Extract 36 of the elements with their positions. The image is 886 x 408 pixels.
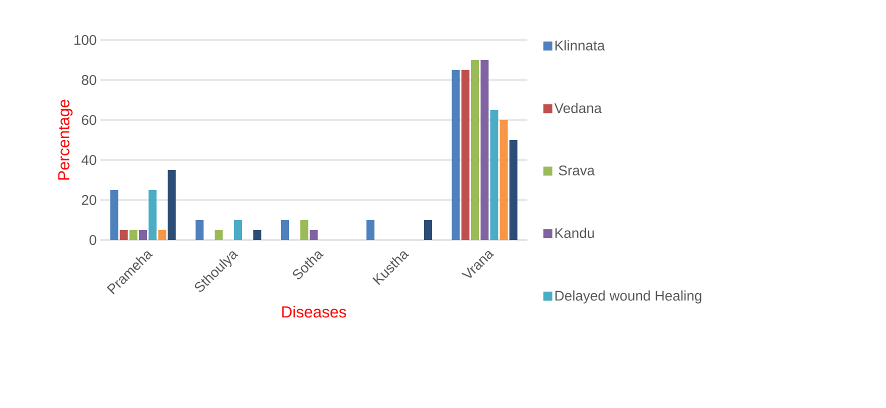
legend-label: Delayed wound Healing (555, 290, 702, 304)
bar (500, 120, 508, 240)
bar (452, 70, 460, 240)
bar (148, 190, 157, 240)
y-tick-label: 40 (82, 155, 96, 165)
bar (139, 230, 148, 240)
y-axis-title: Percentage (58, 100, 73, 180)
y-tick-label: 60 (82, 115, 96, 125)
bar (120, 230, 128, 240)
bar (300, 220, 308, 240)
bar (158, 230, 166, 240)
legend-label: Klinnata (555, 40, 605, 50)
bar (253, 230, 262, 240)
bar (490, 110, 498, 240)
bar (366, 220, 374, 240)
bar (461, 70, 470, 240)
bar (424, 220, 432, 240)
bar (480, 60, 489, 240)
bar (234, 220, 242, 240)
bar (471, 60, 479, 240)
bar (110, 190, 118, 240)
bar (281, 220, 290, 240)
y-tick-label: 100 (74, 35, 96, 45)
bar (509, 140, 518, 240)
x-axis-title: Diseases (282, 306, 346, 318)
bar (168, 170, 176, 240)
bar (196, 220, 204, 240)
y-tick-label: 0 (90, 235, 96, 245)
legend-label: Srava (558, 165, 595, 176)
y-tick-label: 20 (82, 195, 96, 205)
bar (214, 230, 223, 240)
bar (129, 230, 138, 240)
legend-label: Vedana (554, 102, 602, 114)
y-tick-label: 80 (82, 75, 96, 85)
legend-label: Kandu (555, 228, 594, 238)
bar (310, 230, 318, 240)
